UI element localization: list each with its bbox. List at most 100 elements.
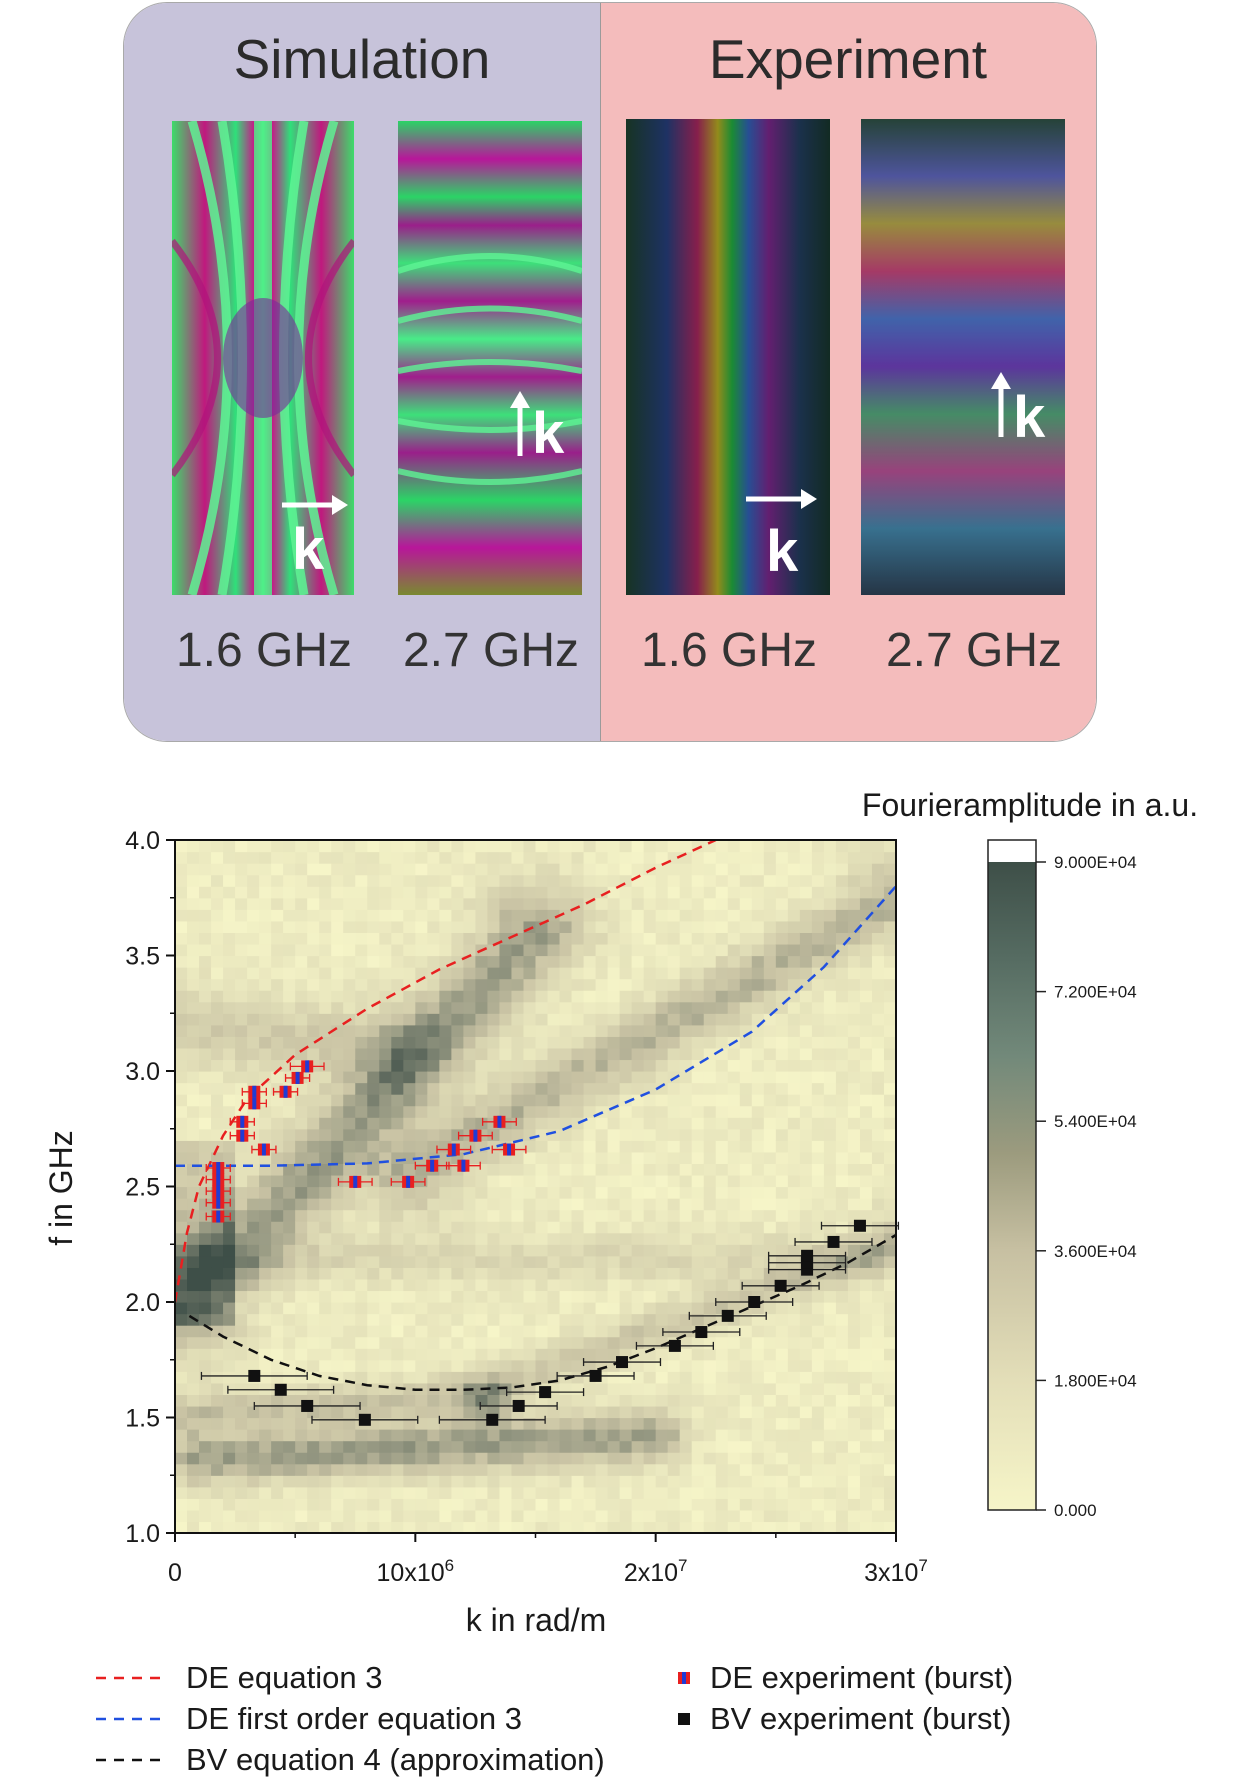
heatmap-cell [415,943,428,957]
heatmap-cell [787,1325,801,1338]
heatmap-cell [487,1024,501,1037]
heatmap-cell [247,909,260,922]
heatmap-cell [367,1267,380,1280]
heatmap-cell [739,1047,753,1061]
heatmap-cell [811,1359,825,1372]
heatmap-cell [439,1094,452,1107]
k-vector-label: k [532,401,565,466]
heatmap-cell [535,1105,549,1118]
heatmap-cell [235,1463,248,1476]
heatmap-cell [475,1059,489,1072]
heatmap-cell [799,1036,813,1049]
heatmap-cell [607,897,621,910]
heatmap-cell [271,1336,284,1349]
heatmap-cell [799,943,813,957]
heatmap-cell [655,1498,669,1511]
heatmap-cell [727,1325,741,1338]
heatmap-cell [799,1209,813,1222]
heatmap-cell [799,1071,813,1084]
heatmap-cell [691,1209,705,1222]
heatmap-cell [463,1336,477,1349]
heatmap-cell [883,909,896,922]
heatmap-cell [307,1463,320,1476]
heatmap-cell [715,1140,729,1153]
heatmap-cell [283,1348,296,1361]
heatmap-cell [499,1463,513,1476]
heatmap-cell [331,1059,344,1072]
heatmap-cell [835,1463,849,1476]
heatmap-cell [211,1498,224,1511]
heatmap-cell [451,955,464,968]
heatmap-cell [211,1463,224,1476]
heatmap-cell [175,1094,188,1107]
heatmap-cell [619,1105,633,1118]
heatmap-cell [283,1521,296,1533]
heatmap-cell [547,932,561,945]
heatmap-cell [667,1371,681,1384]
heatmap-cell [607,1486,621,1499]
heatmap-cell [451,1117,464,1130]
heatmap-cell [199,1348,212,1361]
heatmap-cell [295,978,308,991]
heatmap-cell [691,886,705,899]
heatmap-cell [235,1440,248,1453]
heatmap-cell [703,1475,717,1488]
heatmap-cell [175,1013,188,1026]
y-axis-label: f in GHz [43,1130,79,1246]
heatmap-cell [499,1128,513,1141]
heatmap-cell [667,955,681,968]
heatmap-cell [643,1209,657,1222]
heatmap-cell [703,1267,717,1280]
heatmap-cell [283,1174,296,1188]
heatmap-cell [403,932,416,945]
heatmap-cell [619,1394,633,1407]
heatmap-cell [283,1013,296,1026]
heatmap-cell [547,1475,561,1488]
heatmap-cell [463,1452,477,1465]
heatmap-cell [427,1024,440,1037]
heatmap-cell [583,1186,597,1199]
heatmap-cell [271,1071,284,1084]
heatmap-cell [607,1059,621,1072]
heatmap-cell [187,840,200,853]
heatmap-cell [787,909,801,922]
heatmap-cell [499,1001,513,1014]
heatmap-cell [379,955,392,968]
heatmap-cell [823,1382,837,1395]
heatmap-cell [619,1302,633,1315]
heatmap-cell [379,863,392,876]
heatmap-cell [283,1371,296,1384]
heatmap-cell [619,1267,633,1280]
heatmap-cell [823,1463,837,1476]
heatmap-cell [619,990,633,1003]
heatmap-cell [703,1371,717,1384]
heatmap-cell [727,1359,741,1372]
heatmap-cell [703,1140,717,1153]
heatmap-cell [727,1382,741,1395]
heatmap-cell [571,1302,585,1315]
heatmap-cell [247,840,260,853]
heatmap-cell [295,874,308,887]
heatmap-cell [679,1186,693,1199]
heatmap-cell [595,1498,609,1511]
heatmap-cell [247,886,260,899]
heatmap-cell [535,1278,549,1292]
heatmap-cell [271,1325,284,1338]
heatmap-cell [355,1267,368,1280]
heatmap-cell [295,886,308,899]
heatmap-cell [451,886,464,899]
heatmap-cell [415,1417,428,1430]
heatmap-cell [355,1475,368,1488]
heatmap-cell [355,1255,368,1268]
heatmap-cell [487,1255,501,1268]
heatmap-cell [199,1232,212,1245]
heatmap-cell [595,1452,609,1465]
heatmap-cell [667,1325,681,1338]
heatmap-cell [811,1117,825,1130]
heatmap-cell [835,1359,849,1372]
heatmap-cell [247,1174,260,1188]
heatmap-cell [355,1394,368,1407]
heatmap-cell [187,1013,200,1026]
heatmap-cell [763,1371,777,1384]
heatmap-cell [571,1163,585,1176]
